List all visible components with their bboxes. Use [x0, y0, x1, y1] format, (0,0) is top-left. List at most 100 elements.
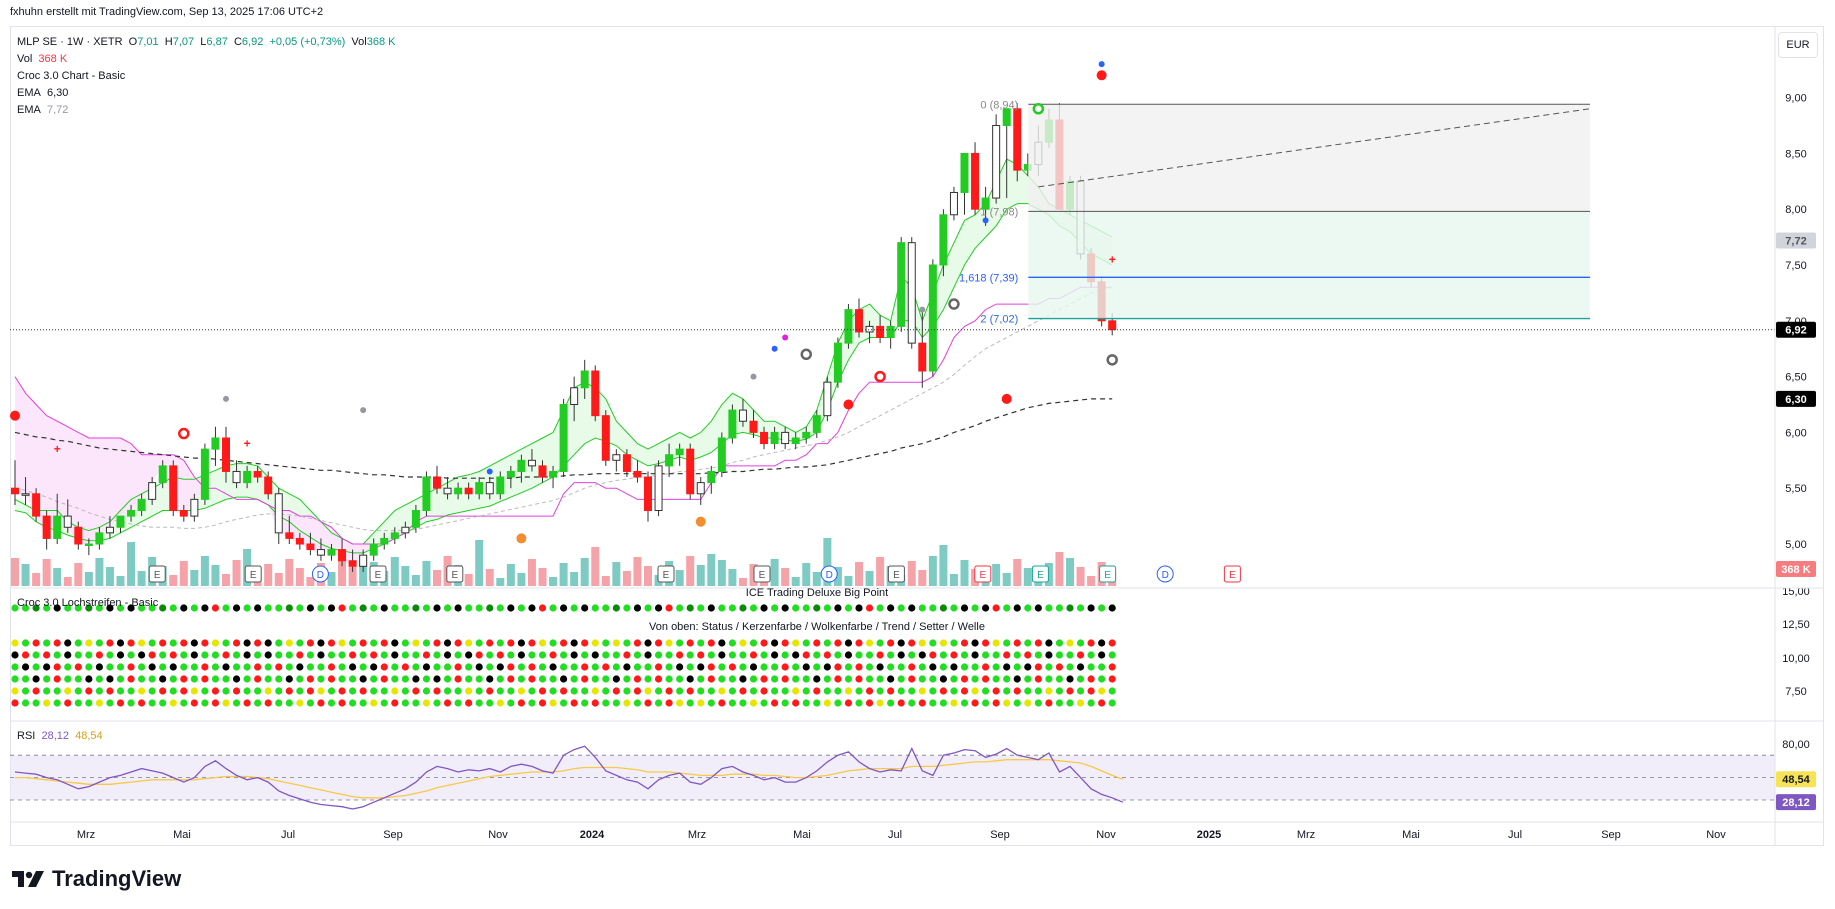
ice-signal-dot — [180, 651, 188, 659]
ice-signal-dot — [64, 604, 72, 612]
candle-body — [570, 387, 579, 406]
ohlc-legend-row[interactable]: MLP SE · 1W · XETR O7,01 H7,07 L6,87 C6,… — [17, 34, 395, 51]
ice-signal-dot — [254, 604, 262, 612]
ice-signal-dot — [1045, 687, 1053, 695]
tradingview-logo[interactable]: TradingView — [12, 866, 181, 892]
ice-signal-dot — [992, 604, 1000, 612]
signal-small-dot — [360, 407, 367, 414]
ice-signal-dot — [982, 663, 990, 671]
ice-signal-dot — [971, 687, 979, 695]
ice-signal-dot — [317, 675, 325, 683]
earnings-event-icon: E — [657, 565, 675, 583]
ice-signal-dot — [834, 687, 842, 695]
ice-signal-dot — [443, 604, 452, 612]
volume-bar — [232, 560, 241, 586]
ice-signal-dot — [739, 675, 747, 683]
ice-signal-dot — [982, 639, 990, 647]
price-tick-label: 9,00 — [1785, 93, 1806, 105]
last-price-label: 6,92 — [1785, 325, 1806, 337]
ice-signal-dot — [201, 675, 209, 683]
ice-signal-dot — [549, 604, 557, 612]
volume-bar — [84, 572, 93, 586]
earnings-icon — [1099, 565, 1117, 583]
ice-signal-dot — [159, 651, 167, 659]
ema-slow-legend-row[interactable]: EMA 7,72 — [17, 102, 395, 119]
ice-signal-dot — [718, 675, 726, 683]
signal-small-dot — [771, 345, 778, 352]
ice-signal-dot — [1087, 687, 1095, 695]
candle-body — [327, 549, 336, 556]
ice-signal-dot — [138, 651, 146, 659]
ice-signal-dot — [560, 651, 568, 659]
ice-signal-dot — [43, 675, 51, 683]
rsi-ma-price-label-bg — [1776, 771, 1816, 788]
volume-bar — [865, 571, 874, 586]
volume-bar — [63, 577, 72, 586]
ice-signal-dot — [21, 663, 30, 671]
ice-signal-dot — [918, 699, 926, 707]
ice-signal-dot — [1108, 639, 1116, 647]
volume-bar — [264, 564, 273, 586]
ice-signal-dot — [560, 663, 568, 671]
ice-signal-dot — [1024, 675, 1032, 683]
ice-signal-dot — [644, 675, 652, 683]
ice-signal-dot — [654, 651, 663, 659]
candle-body — [158, 465, 167, 484]
ice-signal-dot — [306, 687, 314, 695]
ice-signal-dot — [412, 699, 420, 707]
ice-signal-dot — [95, 639, 103, 647]
ice-signal-dot — [201, 604, 209, 612]
ice-signal-dot — [43, 699, 51, 707]
ice-signal-dot — [612, 699, 620, 707]
currency-button[interactable]: EUR — [1778, 32, 1818, 58]
ice-signal-dot — [306, 699, 314, 707]
ice-signal-dot — [401, 675, 409, 683]
ice-signal-dot — [443, 651, 452, 659]
volume-legend-row[interactable]: Vol 368 K — [17, 51, 395, 68]
ice-signal-dot — [697, 699, 705, 707]
ice-signal-dot — [644, 604, 652, 612]
ice-signal-dot — [950, 687, 958, 695]
ice-signal-dot — [591, 675, 599, 683]
symbol-label[interactable]: MLP SE · 1W · XETR — [17, 36, 123, 48]
ice-signal-dot — [813, 663, 821, 671]
ice-signal-dot — [496, 639, 504, 647]
rsi-legend[interactable]: RSI 28,12 48,54 — [17, 730, 103, 742]
ice-signal-dot — [475, 604, 483, 612]
volume-price-label-bg — [1776, 561, 1816, 577]
ice-signal-dot — [581, 687, 589, 695]
time-axis-label: Sep — [1601, 829, 1621, 841]
ice-signal-dot — [823, 639, 831, 647]
ice-signal-dot — [960, 699, 969, 707]
candle-body — [928, 264, 937, 372]
ice-signal-dot — [633, 604, 642, 612]
ice-signal-dot — [43, 604, 51, 612]
ice-signal-dot — [74, 675, 82, 683]
ice-signal-dot — [929, 639, 937, 647]
ice-signal-dot — [538, 639, 547, 647]
ema-fast-price-label-bg — [1776, 390, 1816, 407]
ice-signal-dot — [190, 699, 198, 707]
ice-signal-dot — [138, 639, 146, 647]
price-tick-label: 8,00 — [1785, 204, 1806, 216]
ice-signal-dot — [264, 639, 272, 647]
croc-lochstreifen-label[interactable]: Croc 3.0 Lochstreifen - Basic — [17, 597, 159, 609]
volume-bar — [696, 565, 705, 586]
close-label: C — [233, 36, 242, 48]
ice-indicator-title[interactable]: ICE Trading Deluxe Big Point — [745, 587, 889, 599]
croc-legend-row[interactable]: Croc 3.0 Chart - Basic — [17, 70, 126, 82]
ema-fast-legend-row[interactable]: EMA 6,30 — [17, 85, 395, 102]
volume-bar — [327, 572, 336, 586]
ice-signal-dot — [201, 663, 209, 671]
candle-body — [95, 532, 104, 545]
ice-signal-dot — [53, 687, 61, 695]
ice-signal-dot — [32, 604, 40, 612]
ice-signal-dot — [391, 639, 399, 647]
volume-bar — [127, 542, 136, 586]
ice-signal-dot — [644, 651, 652, 659]
ice-signal-dot — [232, 604, 241, 612]
ice-signal-dot — [1024, 651, 1032, 659]
ice-signal-dot — [1013, 687, 1021, 695]
signal-plus: + — [1109, 252, 1116, 266]
